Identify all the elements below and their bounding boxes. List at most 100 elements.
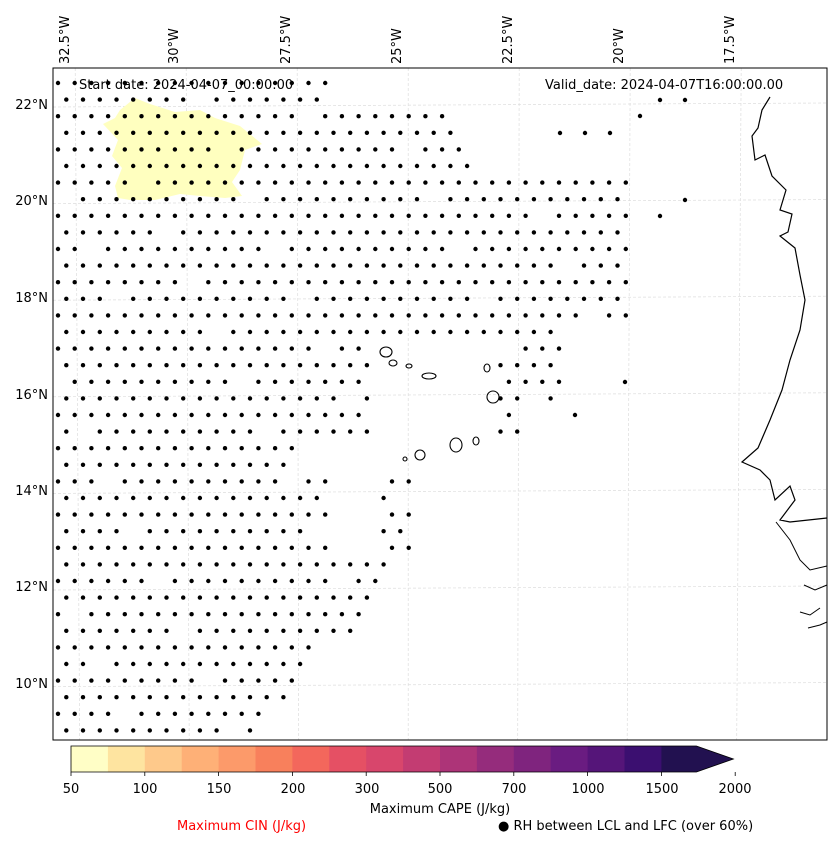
rh-dot <box>272 612 278 617</box>
island-outline <box>472 436 480 446</box>
rh-dot <box>122 578 128 584</box>
rh-dot <box>531 230 537 235</box>
rh-dot <box>448 163 453 169</box>
rh-dot <box>381 130 386 135</box>
rh-dot <box>314 130 319 135</box>
rh-dot <box>281 130 286 135</box>
rh-dot <box>172 512 178 517</box>
rh-dot <box>131 163 136 169</box>
rh-dot <box>289 545 294 550</box>
rh-dot <box>239 280 244 285</box>
rh-dot <box>297 197 303 202</box>
rh-dot <box>398 329 403 335</box>
rh-dot <box>247 529 253 534</box>
rh-dot <box>339 180 345 185</box>
rh-dot <box>139 379 144 384</box>
rh-dot <box>206 612 211 617</box>
rh-dot <box>97 562 103 567</box>
rh-dot <box>89 512 94 517</box>
colorbar-segment <box>513 746 552 772</box>
rh-dot <box>189 379 194 384</box>
rh-dot <box>373 578 378 584</box>
rh-dot <box>272 280 278 285</box>
rh-dot <box>398 263 403 268</box>
colorbar-tick-label: 200 <box>280 782 306 797</box>
rh-dot <box>64 462 69 467</box>
rh-dot <box>364 329 370 335</box>
rh-dot <box>214 495 219 501</box>
rh-dot <box>247 628 253 633</box>
rh-dot <box>214 230 219 235</box>
rh-dot <box>247 595 253 600</box>
rh-dot <box>156 678 161 683</box>
colorbar-tick-label: 100 <box>132 782 158 797</box>
rh-dot <box>164 163 169 169</box>
rh-dot <box>147 529 152 534</box>
rh-dot <box>214 396 219 401</box>
rh-dot <box>515 296 520 301</box>
rh-dot <box>364 363 370 368</box>
rh-dot <box>114 363 119 368</box>
rh-dot <box>464 230 470 235</box>
rh-dot <box>381 562 386 567</box>
rh-dot <box>414 163 420 169</box>
rh-dot <box>297 495 303 501</box>
rh-dot <box>72 512 77 517</box>
rh-dot <box>231 396 236 401</box>
rh-dot <box>197 562 203 567</box>
rh-dot <box>105 379 111 384</box>
rh-dot <box>131 429 136 434</box>
rh-dot <box>72 313 77 318</box>
rh-dot <box>515 329 520 335</box>
rh-dot <box>197 130 203 135</box>
rh-dot <box>131 329 136 335</box>
rh-dot <box>114 661 119 667</box>
rh-dot <box>147 163 152 169</box>
rh-dot <box>239 446 244 451</box>
rh-dot <box>498 197 503 202</box>
rh-dot <box>105 711 111 716</box>
rh-dot <box>306 313 311 318</box>
rh-dot <box>464 296 470 301</box>
colorbar-outline <box>70 745 735 773</box>
rh-dot <box>122 612 128 617</box>
rh-dot <box>147 661 152 667</box>
rh-dot <box>557 130 563 136</box>
rh-dot <box>97 163 103 169</box>
colorbar-segment <box>329 746 367 772</box>
rh-dot <box>581 263 587 268</box>
rh-dot <box>231 495 236 501</box>
rh-dot <box>55 412 61 418</box>
rh-dot <box>389 313 395 318</box>
rh-dot <box>331 562 336 567</box>
rh-dot <box>64 230 69 235</box>
rh-dot <box>164 562 169 567</box>
rh-dot <box>105 246 111 252</box>
rh-dot <box>498 363 503 368</box>
rh-dot <box>247 661 253 667</box>
rh-dot <box>348 329 353 335</box>
rh-dot <box>339 313 345 318</box>
rh-dot <box>556 213 562 218</box>
rh-dot <box>172 147 178 152</box>
rh-dot <box>581 197 587 202</box>
rh-dot <box>206 147 211 152</box>
rh-dot <box>55 612 61 617</box>
rh-dot <box>105 446 111 451</box>
rh-dot <box>222 114 228 119</box>
rh-dot <box>181 529 186 534</box>
rh-dot <box>314 329 319 335</box>
rh-dot <box>356 412 361 418</box>
rh-dot <box>89 711 94 716</box>
rh-dot <box>189 147 194 152</box>
rh-dot <box>105 612 111 617</box>
colorbar-tick-label: 50 <box>62 782 80 797</box>
rh-dot <box>189 512 194 517</box>
rh-dot <box>131 728 136 733</box>
rh-dot <box>314 363 319 368</box>
rh-dot <box>281 628 286 633</box>
rh-dot <box>297 562 303 567</box>
island-outline <box>414 449 426 461</box>
rh-dot <box>105 80 111 86</box>
rh-dot <box>156 280 161 285</box>
